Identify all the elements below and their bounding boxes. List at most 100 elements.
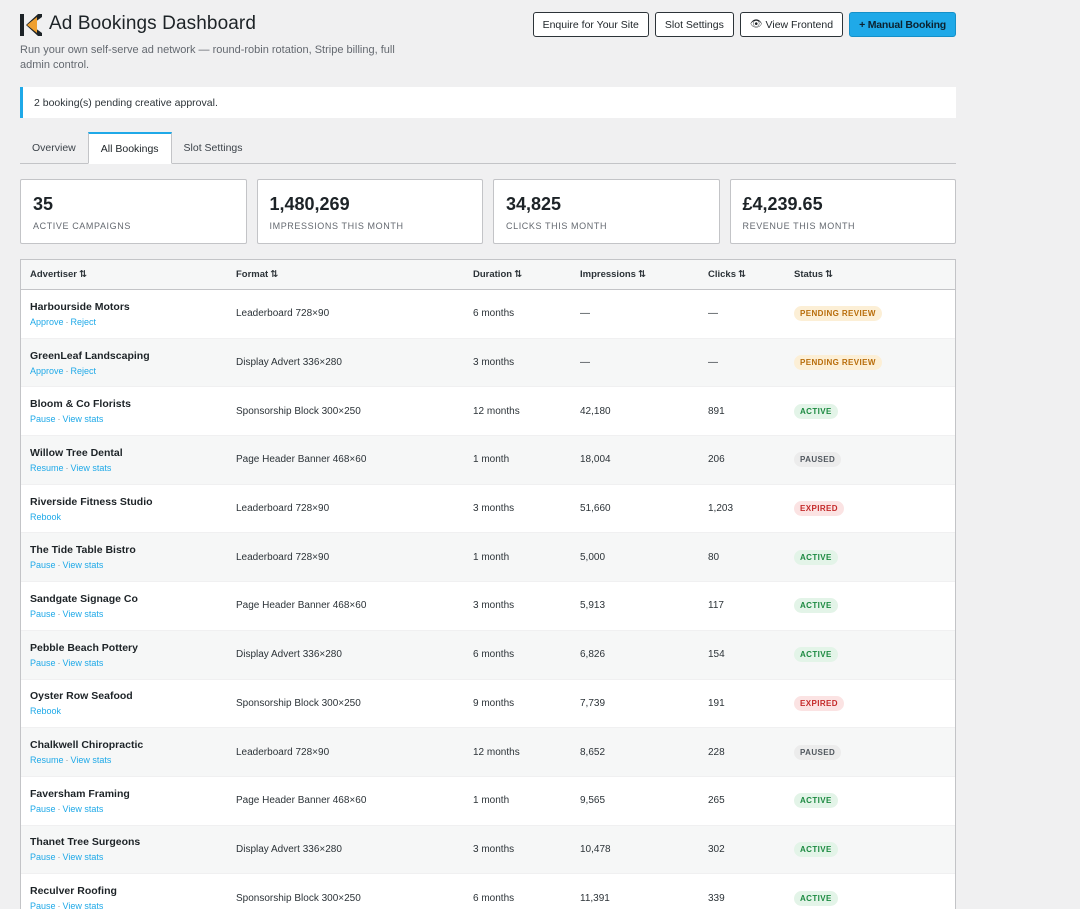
sort-arrows-icon: ⇅ — [738, 269, 746, 280]
clicks-cell: 339 — [708, 892, 725, 904]
duration-cell: 6 months — [473, 892, 515, 904]
row-action-rebook-link[interactable]: Rebook — [30, 706, 62, 717]
row-action-approve-link[interactable]: Approve — [30, 316, 64, 327]
row-action-view-stats-link[interactable]: View stats — [62, 901, 104, 909]
clicks-cell: 228 — [708, 746, 725, 758]
status-badge: Active — [794, 841, 838, 857]
format-cell: Sponsorship Block 300×250 — [236, 405, 361, 417]
status-cell: Active — [785, 549, 955, 565]
stat-card-active-campaigns: 35 Active Campaigns — [20, 179, 247, 244]
tab-all-bookings[interactable]: All Bookings — [87, 132, 172, 164]
status-badge: Paused — [794, 744, 842, 760]
duration-cell: 1 month — [473, 795, 510, 807]
tab-bar: Overview All Bookings Slot Settings — [20, 132, 956, 164]
column-header-status[interactable]: Status ⇅ — [785, 269, 955, 280]
row-actions: Rebook — [30, 512, 227, 522]
tab-slot-settings[interactable]: Slot Settings — [183, 141, 243, 154]
status-cell: Expired — [785, 695, 955, 711]
row-actions: Resume · View stats — [30, 463, 227, 473]
duration-cell: 3 months — [473, 503, 515, 515]
row-action-view-stats-link[interactable]: View stats — [62, 852, 104, 863]
advertiser-name: Chalkwell Chiropractic — [30, 739, 144, 752]
notice-text: 2 booking(s) pending creative approval. — [34, 96, 218, 109]
row-action-pause-link[interactable]: Pause — [30, 901, 56, 909]
status-badge: Paused — [794, 452, 842, 468]
table-row: Chalkwell Chiropractic Resume · View stats L… — [21, 728, 955, 777]
status-cell: Active — [785, 890, 955, 906]
impressions-cell: 42,180 — [580, 405, 611, 417]
impressions-cell: 18,004 — [580, 454, 611, 466]
row-action-rebook-link[interactable]: Rebook — [30, 511, 62, 522]
advertiser-cell: Reculver Roofing Pause · View stats — [21, 885, 227, 909]
column-header-format[interactable]: Format ⇅ — [227, 269, 464, 280]
row-action-view-stats-link[interactable]: View stats — [62, 803, 104, 814]
advertiser-name: Sandgate Signage Co — [30, 592, 138, 605]
row-action-reject-link[interactable]: Reject — [70, 365, 97, 376]
advertiser-cell: Bloom & Co Florists Pause · View stats — [21, 398, 227, 424]
column-header-duration[interactable]: Duration ⇅ — [464, 269, 571, 280]
header-actions: Enquire for Your Site Slot Settings 👁 Vi… — [532, 12, 956, 37]
manual-booking-button[interactable]: + Manual Booking — [849, 12, 956, 37]
impressions-cell: — — [580, 308, 590, 320]
slot-settings-button[interactable]: Slot Settings — [654, 12, 734, 37]
row-action-resume-link[interactable]: Resume — [30, 462, 64, 473]
row-action-view-stats-link[interactable]: View stats — [62, 608, 104, 619]
status-badge: Expired — [794, 695, 844, 711]
row-action-pause-link[interactable]: Pause — [30, 560, 56, 571]
column-header-clicks[interactable]: Clicks ⇅ — [699, 269, 785, 280]
column-header-impressions[interactable]: Impressions ⇅ — [571, 269, 699, 280]
advertiser-cell: Chalkwell Chiropractic Resume · View stats — [21, 739, 227, 765]
enquire-button[interactable]: Enquire for Your Site — [532, 12, 649, 37]
duration-cell: 1 month — [473, 454, 510, 466]
impressions-cell: 8,652 — [580, 746, 606, 758]
row-action-approve-link[interactable]: Approve — [30, 365, 64, 376]
row-action-pause-link[interactable]: Pause — [30, 657, 56, 668]
advertiser-cell: Pebble Beach Pottery Pause · View stats — [21, 642, 227, 668]
stat-card-impressions: 1,480,269 Impressions This Month — [256, 179, 483, 244]
advertiser-name: GreenLeaf Landscaping — [30, 349, 150, 362]
row-action-view-stats-link[interactable]: View stats — [62, 560, 104, 571]
table-row: Thanet Tree Surgeons Pause · View stats Disp… — [21, 825, 955, 875]
stat-card-revenue: £4,239.65 Revenue This Month — [729, 179, 956, 244]
row-action-view-stats-link[interactable]: View stats — [62, 414, 104, 425]
row-action-pause-link[interactable]: Pause — [30, 803, 56, 814]
status-cell: Pending Review — [785, 355, 955, 371]
tab-overview[interactable]: Overview — [32, 141, 76, 154]
clicks-cell: 206 — [708, 454, 725, 466]
advertiser-cell: Oyster Row Seafood Rebook — [21, 690, 227, 716]
advertiser-name: Bloom & Co Florists — [30, 398, 131, 411]
format-cell: Display Advert 336×280 — [236, 357, 342, 369]
status-badge: Pending Review — [794, 306, 882, 322]
column-header-advertiser[interactable]: Advertiser ⇅ — [21, 269, 227, 280]
row-action-pause-link[interactable]: Pause — [30, 852, 56, 863]
table-row: Harbourside Motors Approve · Reject Leaderbo… — [21, 290, 955, 339]
row-action-reject-link[interactable]: Reject — [70, 316, 97, 327]
format-cell: Leaderboard 728×90 — [236, 503, 330, 515]
view-frontend-button[interactable]: 👁 View Frontend — [739, 12, 844, 37]
dashboard-container: Ad Bookings Dashboard Run your own self-… — [20, 12, 956, 909]
row-action-pause-link[interactable]: Pause — [30, 608, 56, 619]
row-action-view-stats-link[interactable]: View stats — [62, 657, 104, 668]
clicks-cell: 117 — [708, 600, 724, 612]
duration-cell: 12 months — [473, 405, 520, 417]
eye-icon: 👁 — [749, 19, 763, 30]
row-action-view-stats-link[interactable]: View stats — [70, 755, 112, 766]
duration-cell: 6 months — [473, 649, 515, 661]
action-separator: · — [65, 316, 69, 327]
row-actions: Approve · Reject — [30, 317, 227, 327]
impressions-cell: 51,660 — [580, 503, 611, 515]
format-cell: Page Header Banner 468×60 — [236, 454, 367, 466]
table-row: Riverside Fitness Studio Rebook Leaderboar… — [21, 485, 955, 534]
clicks-cell: 191 — [708, 697, 725, 709]
advertiser-name: Riverside Fitness Studio — [30, 495, 153, 508]
format-cell: Leaderboard 728×90 — [236, 746, 330, 758]
row-action-view-stats-link[interactable]: View stats — [70, 462, 112, 473]
advertiser-cell: The Tide Table Bistro Pause · View stats — [21, 544, 227, 570]
bookings-table: Advertiser ⇅ Format ⇅ Duration ⇅ Impression… — [20, 259, 956, 909]
sort-arrows-icon: ⇅ — [637, 269, 646, 280]
status-badge: Active — [794, 890, 838, 906]
row-action-resume-link[interactable]: Resume — [30, 755, 64, 766]
action-separator: · — [57, 901, 61, 909]
status-badge: Expired — [794, 501, 844, 517]
row-action-pause-link[interactable]: Pause — [30, 414, 56, 425]
